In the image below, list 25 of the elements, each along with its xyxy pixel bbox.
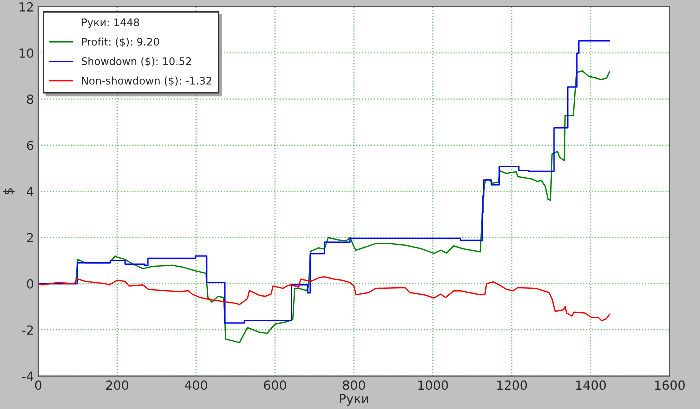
legend-label: Showdown ($): 10.52 [82, 57, 192, 67]
x-tick-label: 0 [35, 380, 42, 390]
legend-label: Profit: ($): 9.20 [82, 38, 160, 48]
y-tick-label: 2 [27, 233, 34, 243]
x-axis-title: Руки [340, 394, 368, 406]
y-tick-label: 6 [27, 140, 34, 150]
line-series [38, 276, 611, 322]
x-tick-label: 800 [343, 380, 366, 390]
x-tick-label: 200 [106, 380, 129, 390]
legend-label: Non-showdown ($): -1.32 [82, 76, 212, 86]
x-tick-label: 400 [185, 380, 208, 390]
x-tick-label: 1600 [655, 380, 685, 390]
legend-title: Руки: 1448 [82, 18, 140, 28]
y-axis-title: $ [4, 188, 15, 195]
y-tick-label: -2 [22, 326, 34, 335]
y-tick-label: 4 [26, 187, 34, 196]
x-tick-label: 1200 [498, 380, 528, 390]
x-tick-label: 1000 [418, 380, 448, 390]
y-tick-label: -4 [22, 372, 34, 382]
x-tick-label: 1400 [576, 380, 606, 390]
y-tick-label: 0 [27, 279, 34, 289]
y-tick-label: 10 [20, 48, 34, 58]
y-tick-label: 12 [20, 2, 34, 12]
y-tick-label: 8 [27, 94, 34, 104]
x-tick-label: 600 [264, 380, 286, 390]
